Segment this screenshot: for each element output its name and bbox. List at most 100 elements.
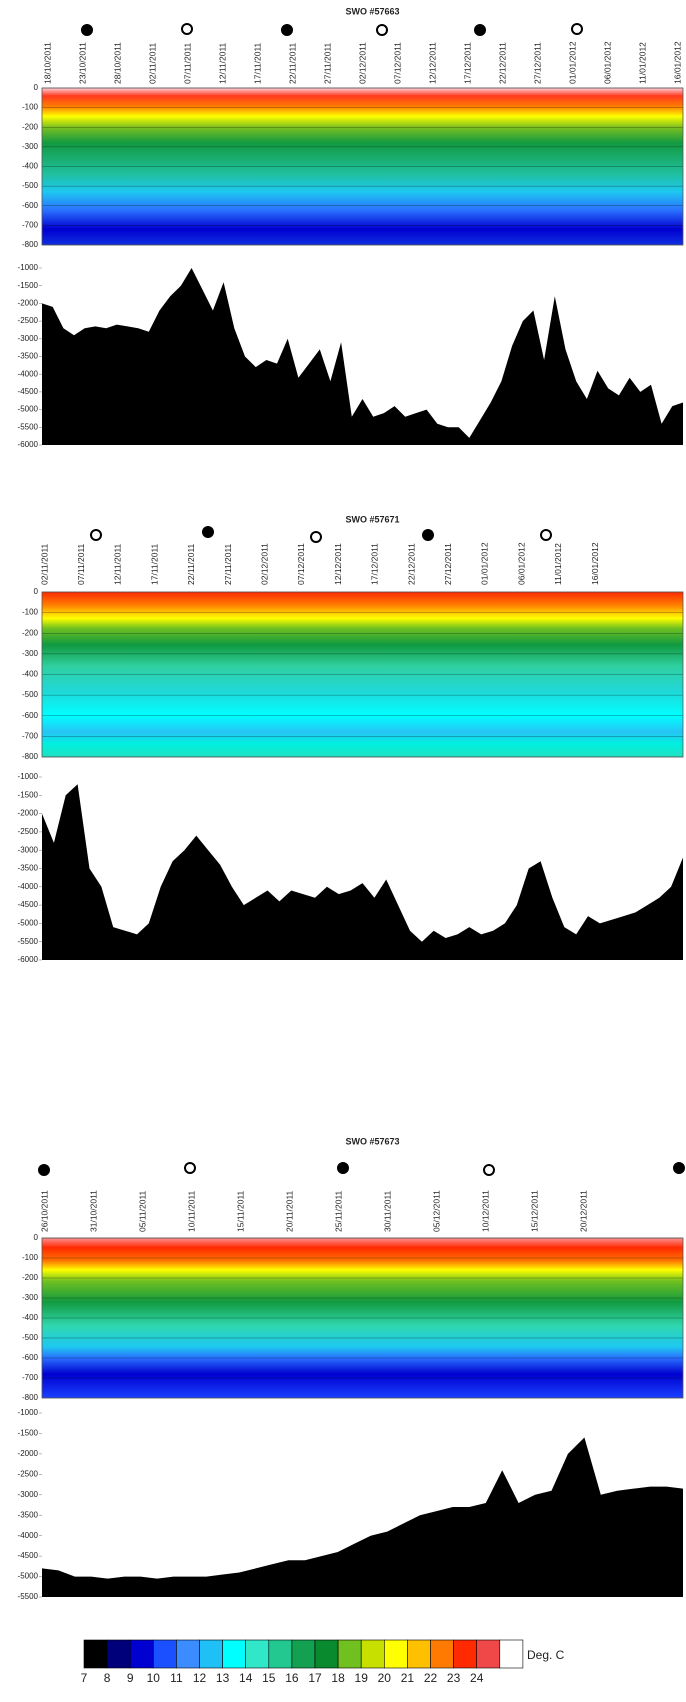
y-tick-label: -2000 — [18, 809, 39, 818]
x-tick-label: 02/11/2011 — [147, 42, 157, 84]
y-tick-label: -500 — [22, 690, 39, 699]
y-tick-label: -600 — [22, 201, 39, 210]
y-tick-label: -3000 — [18, 334, 39, 343]
color-swatch — [476, 1639, 501, 1669]
new-moon — [673, 1162, 685, 1174]
new-moon — [38, 1164, 50, 1176]
color-swatch — [291, 1639, 316, 1669]
color-swatch — [268, 1639, 293, 1669]
full-moon — [540, 529, 552, 541]
plot-frame — [41, 1237, 684, 1399]
x-tick-label: 18/10/2011 — [42, 42, 52, 84]
y-tick-label: -2500 — [18, 1469, 39, 1478]
y-tick-label: -4500 — [18, 900, 39, 909]
y-tick-label: -700 — [22, 1373, 39, 1382]
colorbar-label: Deg. C — [527, 1648, 565, 1662]
moon-phases — [38, 23, 685, 1176]
y-tick-label: -4000 — [18, 882, 39, 891]
x-tick-label: 17/12/2011 — [370, 543, 380, 585]
y-tick-label: -4500 — [18, 1551, 39, 1560]
x-tick-label: 20/11/2011 — [284, 1190, 294, 1232]
y-tick-label: -2000 — [18, 299, 39, 308]
y-tick-label: -200 — [22, 122, 39, 131]
colorbar-tick-label: 17 — [308, 1671, 322, 1685]
y-tick-label: -600 — [22, 711, 39, 720]
y-tick-label: -100 — [22, 608, 39, 617]
y-tick-label: -3000 — [18, 845, 39, 854]
x-tick-label: 30/11/2011 — [382, 1190, 392, 1232]
x-tick-label: 02/12/2011 — [357, 42, 367, 84]
color-swatch — [153, 1639, 177, 1669]
y-tick-label: -3500 — [18, 352, 39, 361]
colorbar-tick-label: 11 — [170, 1671, 183, 1685]
color-swatch — [222, 1639, 247, 1669]
x-tick-label: 17/12/2011 — [462, 42, 472, 84]
y-tick-label: -400 — [22, 670, 39, 679]
x-tick-label: 11/01/2012 — [553, 543, 563, 585]
plot-frame — [41, 591, 684, 758]
bathymetry-area — [42, 268, 683, 445]
colorbar-tick-label: 21 — [401, 1671, 415, 1685]
color-swatch — [453, 1639, 478, 1669]
x-tick-label: 07/11/2011 — [76, 543, 86, 585]
full-moon — [184, 1162, 196, 1174]
colorbar-tick-label: 24 — [470, 1671, 484, 1685]
y-tick-label: -5500 — [18, 422, 39, 431]
x-tick-label: 01/01/2012 — [567, 41, 577, 84]
x-tick-label: 12/12/2011 — [427, 42, 437, 84]
colorbar-tick-label: 7 — [81, 1671, 88, 1685]
x-tick-label: 31/10/2011 — [88, 1190, 98, 1232]
x-tick-label: 11/01/2012 — [637, 42, 647, 84]
colorbar-tick-label: 23 — [447, 1671, 461, 1685]
y-tick-label: -3500 — [18, 1510, 39, 1519]
colorbar-tick-label: 8 — [104, 1671, 111, 1685]
y-tick-label: -6000 — [18, 955, 39, 964]
x-tick-label: 07/11/2011 — [182, 42, 192, 84]
y-tick-label: -100 — [22, 103, 39, 112]
y-tick-label: -5000 — [18, 1572, 39, 1581]
color-swatch — [314, 1639, 339, 1669]
x-tick-label: 22/12/2011 — [406, 543, 416, 585]
y-tick-label: -500 — [22, 1333, 39, 1342]
color-swatch — [199, 1639, 223, 1669]
y-tick-label: -5000 — [18, 919, 39, 928]
color-swatch — [499, 1639, 524, 1669]
color-swatch — [383, 1639, 408, 1669]
y-tick-label: -2500 — [18, 827, 39, 836]
full-moon — [310, 531, 322, 543]
x-tick-label: 20/12/2011 — [578, 1190, 588, 1232]
x-tick-label: 17/11/2011 — [252, 42, 262, 84]
y-tick-label: -200 — [22, 628, 39, 637]
colorbar-tick-label: 16 — [285, 1671, 299, 1685]
new-moon — [474, 24, 486, 36]
y-tick-label: -1000 — [18, 1408, 39, 1417]
x-tick-label: 26/10/2011 — [39, 1190, 49, 1232]
y-tick-label: -700 — [22, 731, 39, 740]
x-tick-label: 22/11/2011 — [287, 42, 297, 84]
x-tick-label: 07/12/2011 — [296, 543, 306, 585]
y-tick-label: -700 — [22, 220, 39, 229]
full-moon — [483, 1164, 495, 1176]
x-tick-label: 22/11/2011 — [186, 543, 196, 585]
y-tick-label: -200 — [22, 1273, 39, 1282]
color-swatch — [407, 1639, 431, 1669]
x-tick-label: 27/11/2011 — [322, 42, 332, 84]
color-swatch — [337, 1639, 362, 1669]
x-tick-label: 16/01/2012 — [672, 41, 682, 84]
colorbar-tick-label: 15 — [262, 1671, 276, 1685]
color-swatch — [430, 1639, 454, 1669]
x-tick-label: 28/10/2011 — [112, 42, 122, 84]
x-tick-label: 12/12/2011 — [333, 543, 343, 585]
full-moon — [181, 23, 193, 35]
x-tick-label: 10/12/2011 — [480, 1190, 490, 1232]
x-tick-label: 01/01/2012 — [480, 542, 490, 585]
new-moon — [281, 24, 293, 36]
colorbar-tick-label: 14 — [239, 1671, 253, 1685]
y-tick-label: -6000 — [18, 440, 39, 449]
y-tick-label: 0 — [34, 83, 39, 92]
x-tick-label: 17/11/2011 — [149, 543, 159, 585]
new-moon — [337, 1162, 349, 1174]
y-tick-label: -400 — [22, 162, 39, 171]
x-tick-label: 22/12/2011 — [497, 42, 507, 84]
